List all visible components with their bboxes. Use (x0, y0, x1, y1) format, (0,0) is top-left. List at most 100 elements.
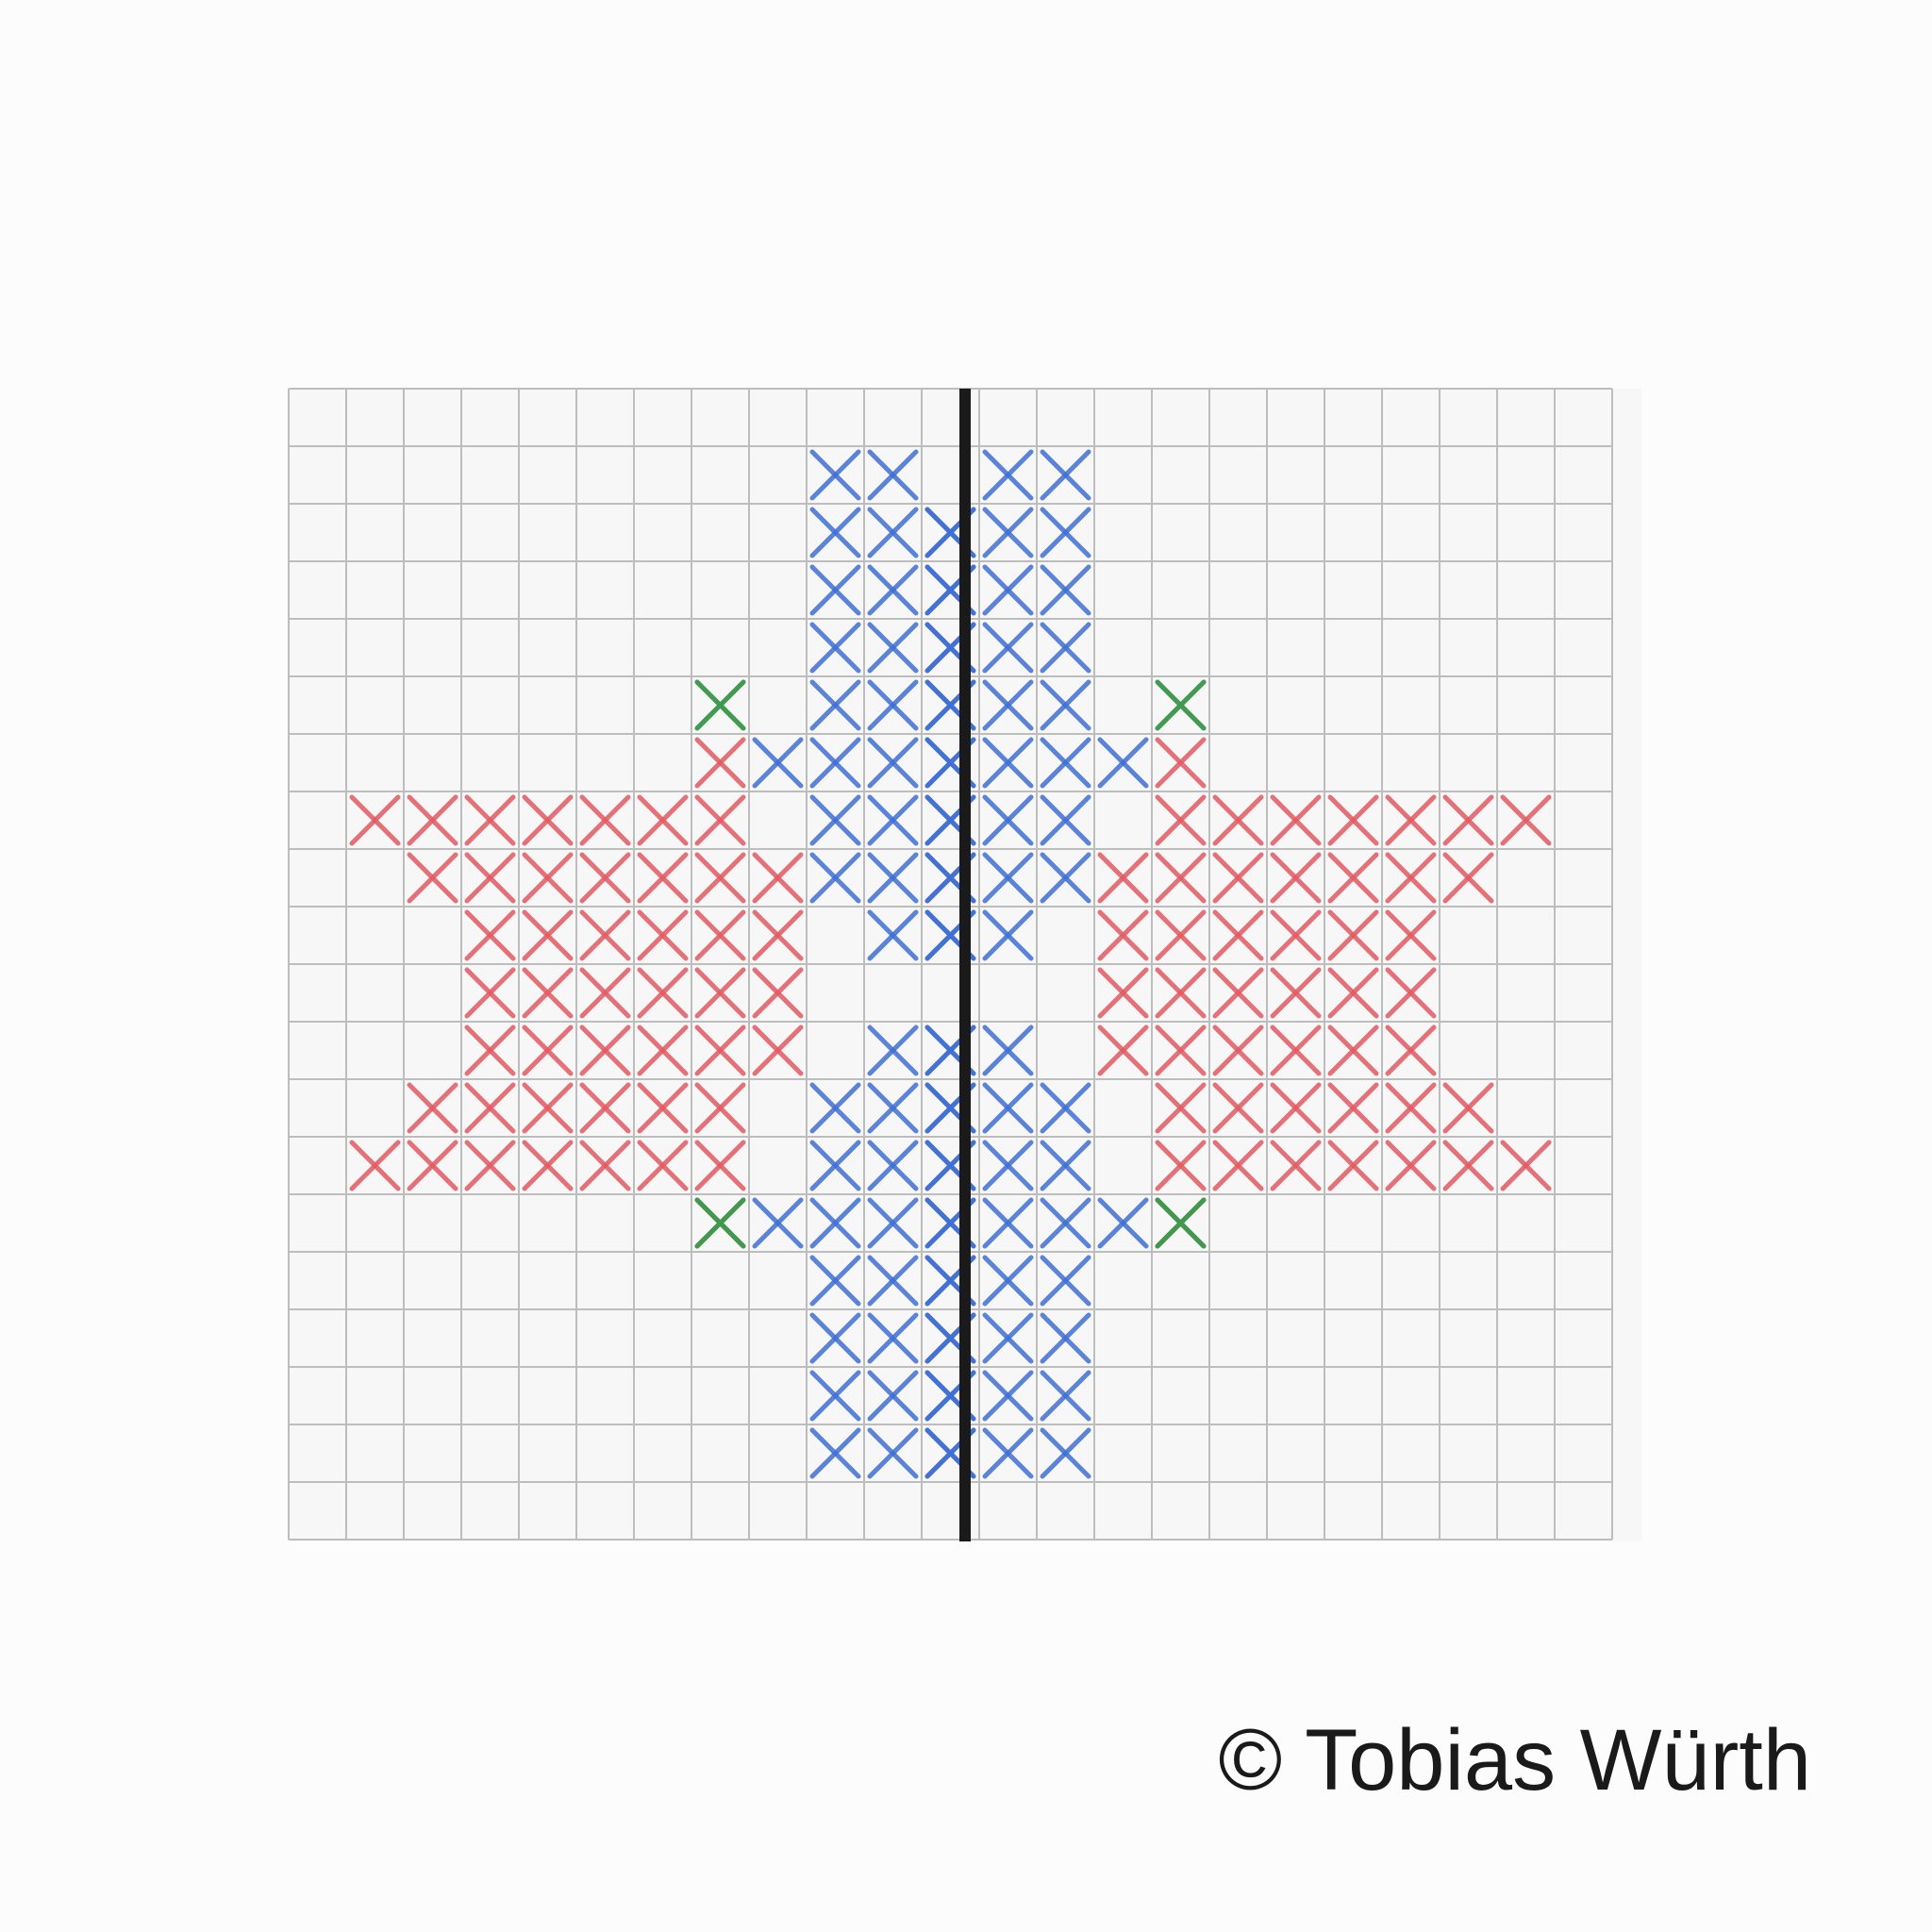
red-stitch (579, 794, 631, 846)
blue-stitch (867, 794, 919, 846)
blue-stitch (867, 1140, 919, 1191)
blue-stitch (982, 1255, 1034, 1307)
blue-stitch (867, 1082, 919, 1134)
red-stitch (1327, 967, 1379, 1019)
blue-stitch (809, 622, 861, 674)
blue-stitch (809, 1312, 861, 1364)
blue-stitch (752, 737, 804, 789)
red-stitch (1097, 909, 1149, 961)
blue-stitch (982, 1370, 1034, 1422)
blue-stitch (1040, 1255, 1091, 1307)
red-stitch (1385, 909, 1437, 961)
red-stitch (522, 967, 574, 1019)
red-stitch (1212, 794, 1264, 846)
green-stitch (1155, 679, 1207, 731)
red-stitch (1385, 1024, 1437, 1076)
red-stitch (637, 909, 689, 961)
blue-stitch (982, 737, 1034, 789)
blue-stitch (1040, 1312, 1091, 1364)
blue-stitch (1040, 679, 1091, 731)
blue-stitch (809, 852, 861, 904)
red-stitch (464, 909, 516, 961)
red-stitch (1097, 967, 1149, 1019)
red-stitch (579, 909, 631, 961)
red-stitch (1097, 852, 1149, 904)
red-stitch (694, 1082, 746, 1134)
blue-stitch (982, 564, 1034, 616)
blue-stitch (982, 1140, 1034, 1191)
red-stitch (464, 1140, 516, 1191)
blue-stitch (982, 1024, 1034, 1076)
blue-stitch (1040, 1082, 1091, 1134)
red-stitch (407, 852, 458, 904)
red-stitch (1212, 1082, 1264, 1134)
blue-stitch (1040, 507, 1091, 558)
red-stitch (1327, 909, 1379, 961)
blue-stitch (982, 794, 1034, 846)
blue-stitch (1040, 622, 1091, 674)
blue-stitch (809, 794, 861, 846)
red-stitch (579, 852, 631, 904)
red-stitch (637, 794, 689, 846)
red-stitch (464, 1024, 516, 1076)
blue-stitch (982, 449, 1034, 501)
red-stitch (1442, 1140, 1494, 1191)
blue-stitch (867, 564, 919, 616)
red-stitch (694, 852, 746, 904)
blue-stitch (1097, 1197, 1149, 1249)
red-stitch (1097, 1024, 1149, 1076)
blue-stitch (1040, 1197, 1091, 1249)
red-stitch (1327, 1140, 1379, 1191)
red-stitch (1212, 1024, 1264, 1076)
copyright-text: © Tobias Würth (1218, 1712, 1811, 1808)
red-stitch (349, 1140, 401, 1191)
blue-stitch (867, 1024, 919, 1076)
blue-stitch (867, 507, 919, 558)
red-stitch (1270, 1082, 1322, 1134)
red-stitch (1270, 909, 1322, 961)
red-stitch (464, 1082, 516, 1134)
red-stitch (1155, 737, 1207, 789)
red-stitch (1155, 1024, 1207, 1076)
red-stitch (1270, 852, 1322, 904)
blue-stitch (809, 564, 861, 616)
blue-stitch (982, 1197, 1034, 1249)
red-stitch (1327, 794, 1379, 846)
red-stitch (752, 909, 804, 961)
green-stitch (1155, 1197, 1207, 1249)
red-stitch (522, 794, 574, 846)
blue-stitch (867, 909, 919, 961)
red-stitch (1442, 852, 1494, 904)
blue-stitch (1040, 1140, 1091, 1191)
red-stitch (1500, 794, 1552, 846)
red-stitch (637, 1024, 689, 1076)
red-stitch (1385, 1140, 1437, 1191)
red-stitch (1270, 1024, 1322, 1076)
blue-stitch (809, 1255, 861, 1307)
blue-stitch (1040, 737, 1091, 789)
blue-stitch (1097, 737, 1149, 789)
blue-stitch (809, 1140, 861, 1191)
blue-stitch (809, 737, 861, 789)
blue-stitch (809, 1370, 861, 1422)
blue-stitch (867, 737, 919, 789)
red-stitch (637, 1082, 689, 1134)
blue-stitch (809, 1197, 861, 1249)
red-stitch (1212, 852, 1264, 904)
red-stitch (694, 1140, 746, 1191)
grid-lines (288, 388, 1613, 1541)
blue-stitch (809, 1082, 861, 1134)
red-stitch (579, 967, 631, 1019)
red-stitch (1270, 794, 1322, 846)
green-stitch (694, 1197, 746, 1249)
red-stitch (1442, 1082, 1494, 1134)
blue-stitch (982, 507, 1034, 558)
blue-stitch (809, 1427, 861, 1479)
red-stitch (579, 1024, 631, 1076)
blue-stitch (867, 679, 919, 731)
blue-stitch (1040, 1427, 1091, 1479)
blue-stitch (809, 679, 861, 731)
red-stitch (407, 794, 458, 846)
blue-stitch (1040, 794, 1091, 846)
blue-stitch (867, 622, 919, 674)
